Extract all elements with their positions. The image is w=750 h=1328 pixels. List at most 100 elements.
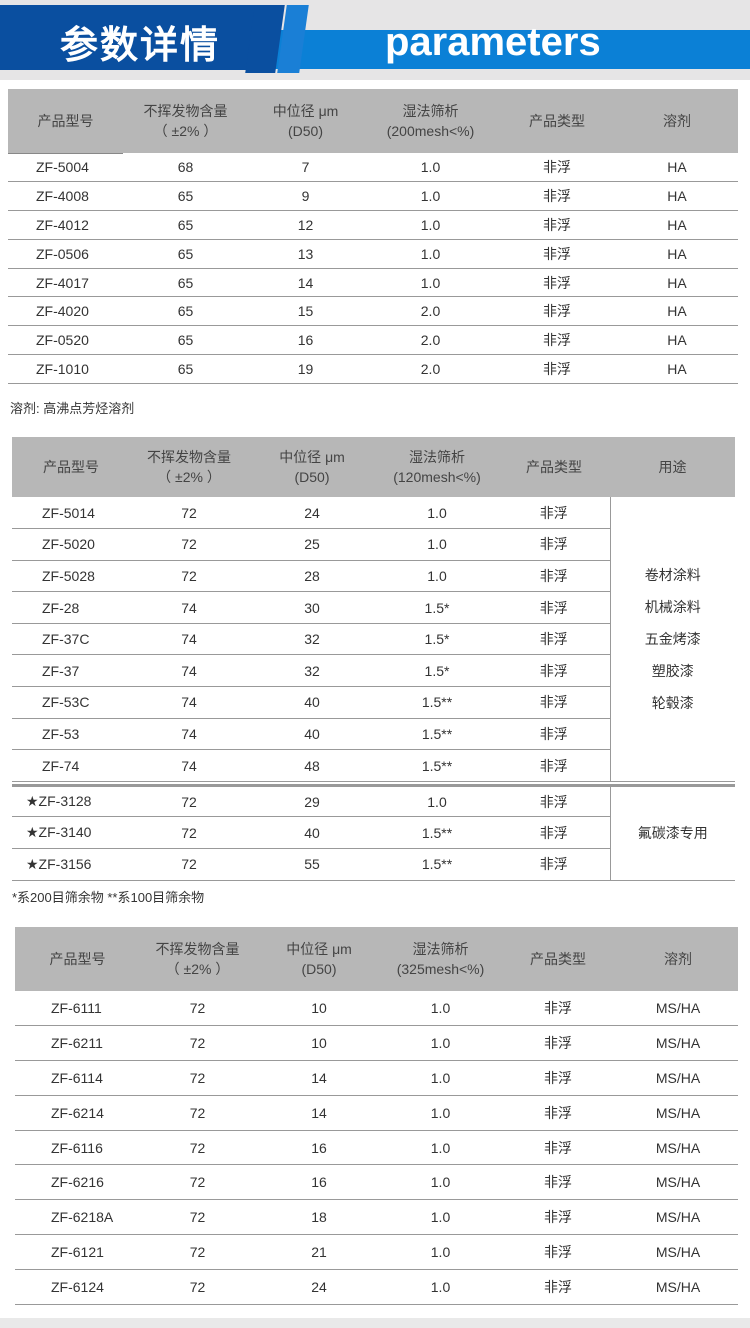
table-row: ★ZF-3128 72 29 1.0 非浮 氟碳漆专用 xyxy=(12,785,735,881)
value-cell: 32 xyxy=(248,654,376,688)
value-cell: MS/HA xyxy=(618,991,738,1027)
usage-cell: 氟碳漆专用 xyxy=(609,785,735,881)
table-row: ZF-6116 72 16 1.0 非浮 MS/HA xyxy=(15,1130,738,1166)
value-cell: 1.0 xyxy=(383,1095,498,1131)
column-header: 中位径 μm (D50) xyxy=(248,437,376,497)
column-header: 湿法筛析 (325mesh<%) xyxy=(383,927,498,991)
value-cell: 2.0 xyxy=(363,296,498,327)
value-cell: 1.5** xyxy=(376,848,498,881)
model-cell: ZF-6116 xyxy=(15,1130,140,1166)
table-row: ZF-4017 65 14 1.0 非浮 HA xyxy=(8,268,738,298)
table-row: ZF-4008 65 9 1.0 非浮 HA xyxy=(8,181,738,212)
column-header: 湿法筛析 (120mesh<%) xyxy=(376,437,498,497)
value-cell: 15 xyxy=(248,296,363,327)
usage-item: 机械涂料 xyxy=(644,598,701,615)
value-cell: MS/HA xyxy=(618,1025,738,1062)
value-cell: 24 xyxy=(255,1269,383,1305)
header-row: 产品型号 不挥发物含量 （ ±2% ）中位径 μm (D50) 湿法筛析 (200m… xyxy=(8,89,738,154)
value-cell: 7 xyxy=(248,153,363,183)
value-cell: HA xyxy=(616,210,738,240)
value-cell: 72 xyxy=(130,497,248,530)
value-cell: 非浮 xyxy=(498,1095,618,1131)
value-cell: 72 xyxy=(140,1199,255,1236)
value-cell: 72 xyxy=(140,1025,255,1062)
table-row: ZF-74 74 48 1.5** 非浮 xyxy=(12,749,735,782)
usage-cell: 卷材涂料 机械涂料 五金烤漆 塑胶漆 轮毂漆 xyxy=(609,497,735,782)
value-cell: 12 xyxy=(248,210,363,240)
table-row: ZF-5014 72 24 1.0 非浮 卷材涂料 机械涂料 五金烤漆 塑胶漆 轮毂漆 xyxy=(12,497,735,782)
column-header: 中位径 μm (D50) xyxy=(248,89,363,153)
model-cell: ZF-5004 xyxy=(8,153,123,183)
value-cell: MS/HA xyxy=(618,1199,738,1236)
model-cell: ZF-4020 xyxy=(8,296,123,327)
value-cell: 72 xyxy=(140,1269,255,1305)
column-header: 不挥发物含量 （ ±2% ） xyxy=(123,89,248,153)
value-cell: 1.0 xyxy=(383,1060,498,1096)
value-cell: 非浮 xyxy=(498,686,610,719)
value-cell: 1.0 xyxy=(383,1025,498,1062)
value-cell: 28 xyxy=(248,560,376,593)
value-cell: 非浮 xyxy=(498,354,616,384)
header-row: 产品型号 不挥发物含量 （ ±2% ）中位径 μm (D50) 湿法筛析 (325m… xyxy=(15,927,738,991)
table2-note: *系200目筛余物 **系100目筛余物 xyxy=(12,890,205,905)
model-cell: ZF-37 xyxy=(12,654,130,688)
value-cell: 非浮 xyxy=(498,325,616,356)
value-cell: 19 xyxy=(248,354,363,384)
value-cell: 1.0 xyxy=(363,239,498,269)
table1-note: 溶剂: 高沸点芳烃溶剂 xyxy=(10,401,135,416)
value-cell: 1.0 xyxy=(376,560,498,593)
separator-row xyxy=(12,780,735,787)
table-row: ZF-6216 72 16 1.0 非浮 MS/HA xyxy=(15,1164,738,1201)
column-header: 产品类型 xyxy=(498,927,618,991)
value-cell: 16 xyxy=(255,1130,383,1166)
value-cell: 13 xyxy=(248,239,363,269)
table-row: ZF-6211 72 10 1.0 非浮 MS/HA xyxy=(15,1025,738,1062)
value-cell: 72 xyxy=(130,528,248,561)
value-cell: 1.0 xyxy=(376,785,498,818)
value-cell: 非浮 xyxy=(498,560,610,593)
value-cell: 1.0 xyxy=(363,153,498,183)
value-cell: 40 xyxy=(248,816,376,850)
value-cell: 1.0 xyxy=(363,210,498,240)
value-cell: 非浮 xyxy=(498,1130,618,1166)
value-cell: 16 xyxy=(248,325,363,356)
value-cell: 非浮 xyxy=(498,210,616,240)
value-cell: 72 xyxy=(130,785,248,818)
value-cell: 14 xyxy=(255,1095,383,1131)
value-cell: 68 xyxy=(123,153,248,183)
value-cell: 24 xyxy=(248,497,376,530)
value-cell: 72 xyxy=(130,816,248,850)
value-cell: 非浮 xyxy=(498,528,610,561)
table-row: ZF-6114 72 14 1.0 非浮 MS/HA xyxy=(15,1060,738,1096)
column-header: 不挥发物含量 （ ±2% ） xyxy=(130,437,248,497)
value-cell: 74 xyxy=(130,623,248,656)
column-header: 湿法筛析 (200mesh<%) xyxy=(363,89,498,153)
value-cell: 72 xyxy=(140,1060,255,1096)
table-row: ZF-6214 72 14 1.0 非浮 MS/HA xyxy=(15,1095,738,1131)
value-cell: HA xyxy=(616,268,738,298)
model-cell: ZF-6214 xyxy=(15,1095,140,1131)
value-cell: 29 xyxy=(248,785,376,818)
value-cell: 非浮 xyxy=(498,654,610,688)
value-cell: 72 xyxy=(140,1234,255,1270)
column-header: 中位径 μm (D50) xyxy=(255,927,383,991)
value-cell: MS/HA xyxy=(618,1130,738,1166)
value-cell: 1.5* xyxy=(376,623,498,656)
model-cell: ★ZF-3156 xyxy=(12,848,130,881)
model-cell: ZF-6211 xyxy=(15,1025,140,1062)
value-cell: HA xyxy=(616,354,738,384)
table-row: ZF-28 74 30 1.5* 非浮 xyxy=(12,591,735,624)
banner-dark-block xyxy=(0,5,262,70)
value-cell: 18 xyxy=(255,1199,383,1236)
value-cell: 非浮 xyxy=(498,749,610,782)
value-cell: 21 xyxy=(255,1234,383,1270)
table-row: ZF-6111 72 10 1.0 非浮 MS/HA xyxy=(15,991,738,1027)
value-cell: 非浮 xyxy=(498,785,610,818)
value-cell: 非浮 xyxy=(498,1199,618,1236)
value-cell: 1.0 xyxy=(363,268,498,298)
page-title-cn: 参数详情 xyxy=(60,25,221,67)
value-cell: 非浮 xyxy=(498,1164,618,1201)
value-cell: 非浮 xyxy=(498,497,610,530)
value-cell: 10 xyxy=(255,991,383,1027)
column-header: 产品型号 xyxy=(15,927,140,991)
